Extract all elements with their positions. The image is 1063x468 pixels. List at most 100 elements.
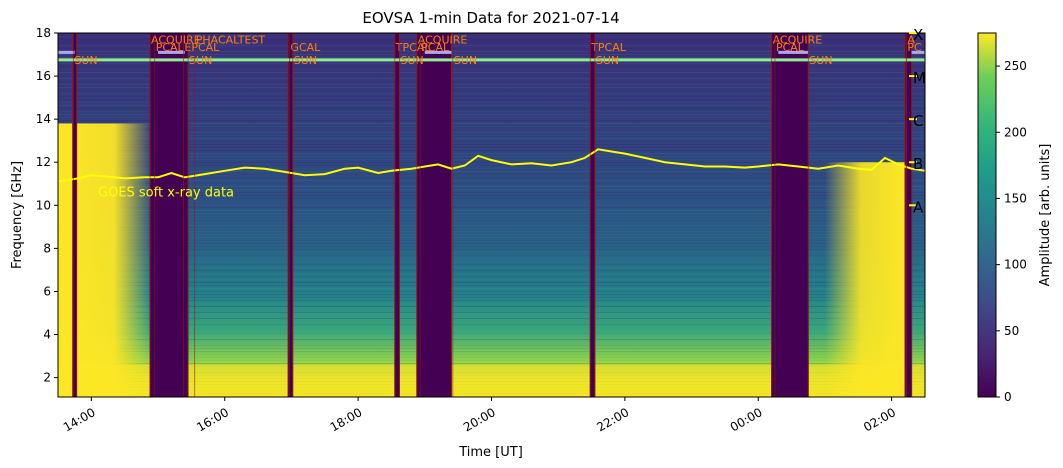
scan-marker-label: EPCAL <box>184 41 220 54</box>
texture-band <box>58 192 925 193</box>
texture-band <box>58 234 925 235</box>
texture-band <box>58 102 925 103</box>
y-tick-label: 10 <box>36 198 51 212</box>
texture-band <box>58 42 925 43</box>
texture-band <box>58 243 925 244</box>
texture-band <box>58 84 925 85</box>
texture-band <box>58 252 925 253</box>
spectrogram-left-bright <box>58 123 152 397</box>
x-axis: 14:00 16:00 18:00 20:00 22:00 00:00 02:00 <box>61 397 898 435</box>
texture-band <box>58 348 925 349</box>
spectrogram-texture <box>58 33 925 397</box>
texture-band <box>58 162 925 163</box>
texture-band <box>58 168 925 169</box>
x-tick-label: 18:00 <box>328 405 365 434</box>
texture-band <box>58 177 925 178</box>
texture-band <box>58 240 925 241</box>
y-tick-label: 12 <box>36 155 51 169</box>
texture-band <box>58 105 925 106</box>
texture-band <box>58 120 925 121</box>
y-axis: 2 4 6 8 10 12 14 16 18 <box>36 26 58 385</box>
texture-band <box>58 333 925 334</box>
texture-band <box>58 198 925 199</box>
scan-lines <box>58 50 925 62</box>
colorbar-tick-label: 100 <box>1004 258 1027 272</box>
texture-band <box>58 297 925 298</box>
texture-band <box>58 207 925 208</box>
scan-marker-label: ACQUIRE <box>418 33 468 46</box>
texture-band <box>58 96 925 97</box>
texture-band <box>58 114 925 115</box>
texture-band <box>58 144 925 145</box>
texture-band <box>58 150 925 151</box>
texture-band <box>58 66 925 67</box>
scan-marker-label: SUN <box>596 54 619 67</box>
scan-marker-label: PCAL <box>776 41 805 54</box>
scan-marker-label: TPCAL <box>395 41 432 54</box>
texture-band <box>58 180 925 181</box>
texture-band <box>58 51 925 52</box>
texture-band <box>58 351 925 352</box>
y-tick-label: 18 <box>36 26 51 40</box>
texture-band <box>58 87 925 88</box>
scan-marker-label: PCAL <box>156 41 185 54</box>
texture-band <box>58 72 925 73</box>
texture-band <box>58 216 925 217</box>
texture-band <box>58 330 925 331</box>
texture-band <box>58 75 925 76</box>
texture-band <box>58 279 925 280</box>
texture-band <box>58 306 925 307</box>
y-tick-label: 16 <box>36 69 51 83</box>
colorbar-tick-label: 150 <box>1004 191 1027 205</box>
texture-band <box>58 228 925 229</box>
goes-class-axis: X M C B A <box>909 26 926 216</box>
blocked-interval <box>589 33 596 397</box>
x-tick-label: 14:00 <box>61 405 98 434</box>
scan-marker-label: ACQUIRE <box>773 33 823 46</box>
texture-band <box>58 264 925 265</box>
texture-band <box>58 108 925 109</box>
texture-band <box>58 261 925 262</box>
texture-band <box>58 288 925 289</box>
texture-band <box>58 258 925 259</box>
texture-band <box>58 45 925 46</box>
chart-title: EOVSA 1-min Data for 2021-07-14 <box>362 9 619 27</box>
texture-band <box>58 237 925 238</box>
scan-marker-label: A <box>907 33 915 46</box>
scan-marker-label: GCAL <box>290 41 321 54</box>
y-tick-label: 8 <box>43 241 51 255</box>
colorbar-gradient <box>977 32 997 398</box>
texture-band <box>58 195 925 196</box>
texture-band <box>58 249 925 250</box>
blocked-interval <box>149 33 189 397</box>
texture-band <box>58 291 925 292</box>
spectrogram-right-bright <box>824 162 905 397</box>
texture-band <box>58 141 925 142</box>
y-tick-label: 2 <box>43 371 51 385</box>
texture-band <box>58 354 925 355</box>
texture-band <box>58 219 925 220</box>
blocked-interval <box>287 33 294 397</box>
texture-band <box>58 213 925 214</box>
y-tick-label: 6 <box>43 284 51 298</box>
texture-band <box>58 339 925 340</box>
texture-band <box>58 189 925 190</box>
texture-band <box>58 99 925 100</box>
x-axis-label: Time [UT] <box>458 445 523 460</box>
texture-band <box>58 165 925 166</box>
texture-band <box>58 363 925 364</box>
texture-band <box>58 309 925 310</box>
texture-band <box>58 129 925 130</box>
texture-band <box>58 255 925 256</box>
texture-band <box>58 153 925 154</box>
texture-band <box>58 147 925 148</box>
blocked-interval <box>416 33 452 397</box>
texture-band <box>58 246 925 247</box>
texture-band <box>58 225 925 226</box>
texture-band <box>58 321 925 322</box>
x-tick-label: 16:00 <box>194 405 231 434</box>
texture-band <box>58 204 925 205</box>
texture-band <box>58 312 925 313</box>
